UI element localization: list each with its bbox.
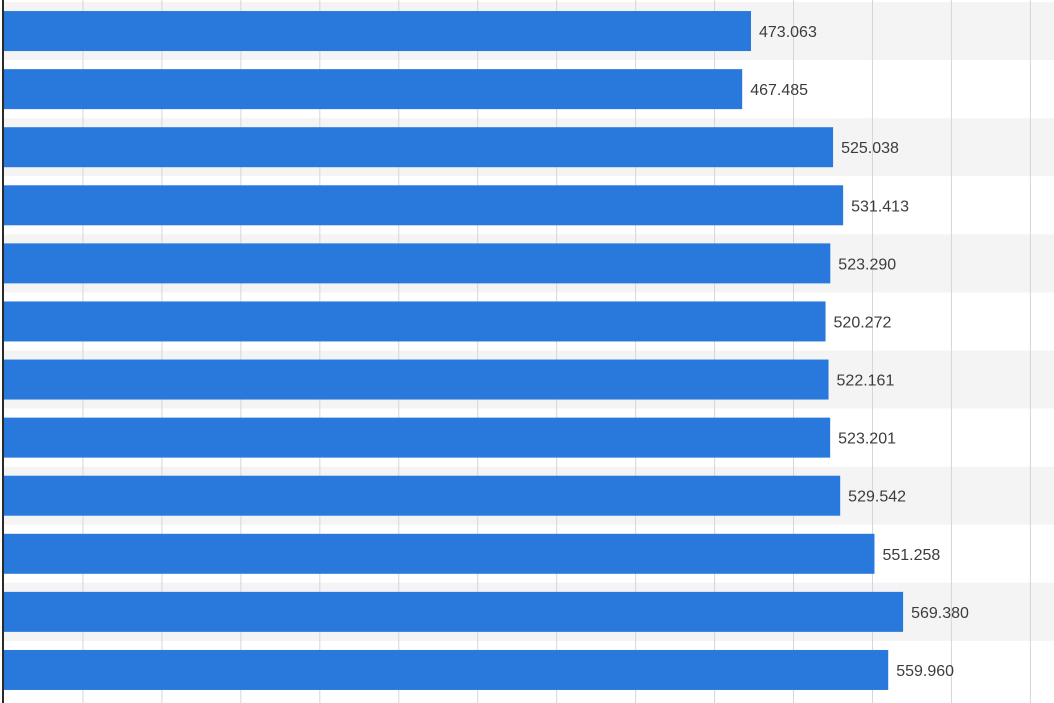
bar-value-label: 523.290 bbox=[838, 256, 896, 273]
bar bbox=[4, 591, 904, 632]
bar-value-label: 529.542 bbox=[848, 489, 906, 506]
bar-value-label: 520.272 bbox=[834, 314, 892, 331]
bar-value-label: 467.485 bbox=[750, 82, 808, 99]
bar-value-label: 522.161 bbox=[837, 373, 895, 390]
bars bbox=[4, 11, 904, 690]
bar bbox=[4, 475, 841, 516]
bar-value-label: 523.201 bbox=[838, 431, 896, 448]
bar-value-label: 473.063 bbox=[759, 24, 817, 41]
bar-value-label: 525.038 bbox=[841, 140, 899, 157]
data-labels: 473.063 467.485 525.038 531.413 523.290 520.2… bbox=[750, 24, 969, 680]
bar-value-label: 551.258 bbox=[882, 547, 940, 564]
bar bbox=[4, 185, 844, 226]
bar bbox=[4, 417, 831, 458]
bar bbox=[4, 533, 875, 574]
bar bbox=[4, 243, 831, 284]
bar-value-label: 559.960 bbox=[896, 663, 954, 680]
gridlines bbox=[82, 0, 1031, 703]
bar-value-label: 569.380 bbox=[911, 605, 969, 622]
bar bbox=[4, 359, 829, 400]
bar-value-label: 531.413 bbox=[851, 198, 909, 215]
bar bbox=[4, 301, 826, 342]
bar bbox=[4, 69, 743, 110]
bar bbox=[4, 649, 889, 690]
bar bbox=[4, 11, 751, 52]
bar bbox=[4, 127, 834, 168]
